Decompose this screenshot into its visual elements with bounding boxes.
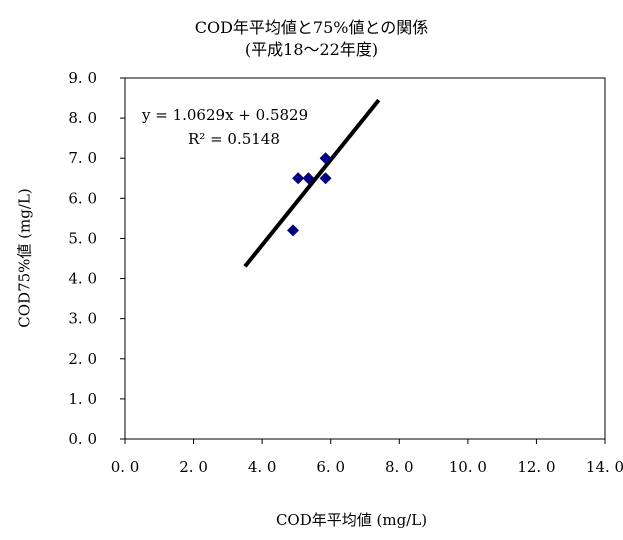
trendline-equation: y = 1.0629x + 0.5829 (141, 106, 308, 124)
y-axis-title: COD75%値 (mg/L) (15, 188, 34, 328)
x-tick-label: 8. 0 (385, 458, 414, 476)
x-tick-label: 2. 0 (179, 458, 208, 476)
plot-frame (124, 77, 606, 440)
x-axis-title: COD年平均値 (mg/L) (275, 511, 428, 529)
y-tick-label: 1. 0 (68, 390, 97, 408)
x-tick-label: 0. 0 (111, 458, 140, 476)
y-tick-label: 8. 0 (68, 109, 97, 127)
y-tick-label: 6. 0 (68, 189, 97, 207)
y-tick-label: 7. 0 (68, 149, 97, 167)
y-tick-label: 9. 0 (68, 69, 97, 87)
y-tick-label: 4. 0 (68, 270, 97, 288)
trendline (243, 98, 381, 268)
y-tick-label: 5. 0 (68, 229, 97, 247)
data-point (287, 224, 299, 237)
x-tick-label: 10. 0 (449, 458, 487, 476)
data-point (292, 172, 305, 185)
chart-title: COD年平均値と75%値との関係 (194, 18, 429, 37)
x-tick-label: 6. 0 (316, 458, 345, 476)
trendline-r2: R² = 0.5148 (188, 130, 280, 148)
chart-subtitle: (平成18～22年度) (244, 40, 379, 59)
x-tick-label: 4. 0 (248, 458, 277, 476)
data-point (302, 172, 315, 185)
data-point (319, 172, 332, 185)
y-tick-label: 0. 0 (68, 430, 97, 448)
y-tick-label: 2. 0 (68, 350, 97, 368)
x-tick-label: 14. 0 (586, 458, 623, 476)
x-tick-label: 12. 0 (517, 458, 555, 476)
data-point (319, 152, 332, 165)
y-tick-label: 3. 0 (68, 310, 97, 328)
